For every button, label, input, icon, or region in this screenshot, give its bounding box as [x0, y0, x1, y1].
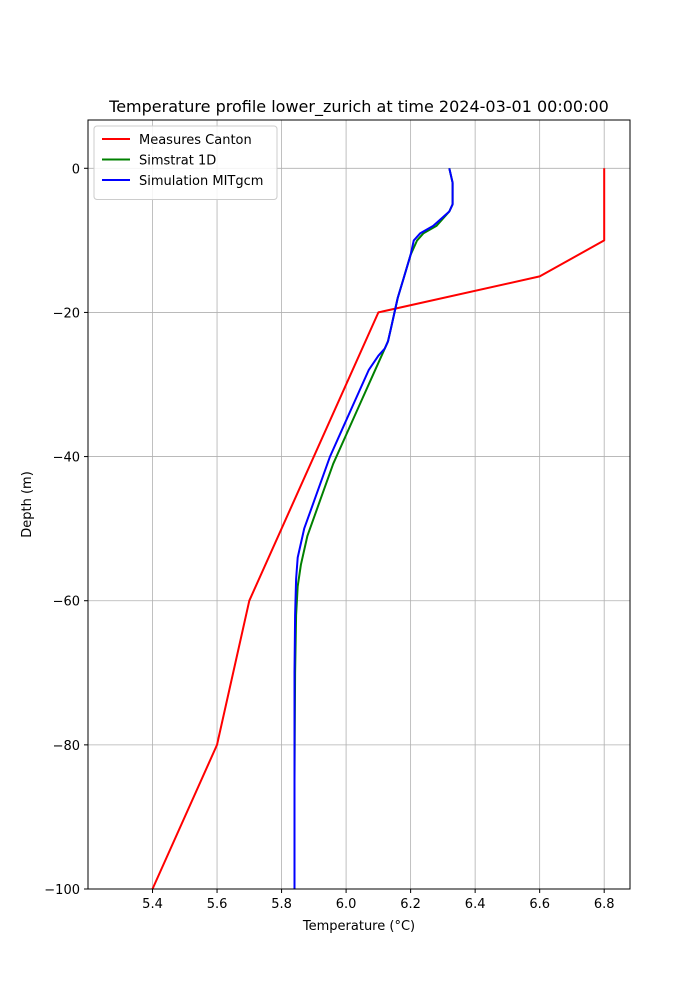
- y-axis: 0 −20 −40 −60 −80 −100: [44, 162, 88, 898]
- x-tick-label: 5.4: [142, 897, 163, 912]
- x-axis: 5.4 5.6 5.8 6.0 6.2 6.4 6.6 6.8: [142, 889, 615, 912]
- x-tick-label: 6.6: [529, 897, 550, 912]
- series-line-0: [151, 168, 606, 890]
- grid: [88, 120, 630, 890]
- x-tick-label: 5.8: [271, 897, 292, 912]
- y-tick-label: −40: [53, 451, 80, 466]
- y-tick-label: −60: [53, 595, 80, 610]
- legend-label: Simulation MITgcm: [139, 174, 263, 189]
- x-tick-label: 6.2: [400, 897, 421, 912]
- series-line-2: [293, 168, 454, 889]
- y-tick-label: −100: [44, 883, 80, 898]
- chart-title: Temperature profile lower_zurich at time…: [108, 97, 609, 117]
- legend-box: [93, 125, 278, 200]
- legend-label: Measures Canton: [139, 133, 252, 148]
- y-axis-label: Depth (m): [20, 471, 35, 538]
- y-tick-label: −20: [53, 306, 80, 321]
- legend-label: Simstrat 1D: [139, 154, 216, 169]
- x-tick-label: 5.6: [207, 897, 228, 912]
- x-axis-label: Temperature (°C): [302, 919, 415, 934]
- series-line-1: [293, 168, 454, 889]
- y-tick-label: 0: [72, 162, 80, 177]
- series-layer: [151, 168, 606, 890]
- legend: Measures Canton Simstrat 1D Simulation MIT…: [93, 125, 278, 200]
- x-tick-label: 6.0: [336, 897, 357, 912]
- x-tick-label: 6.4: [465, 897, 486, 912]
- y-tick-label: −80: [53, 739, 80, 754]
- x-tick-label: 6.8: [594, 897, 615, 912]
- plot-frame: [87, 119, 631, 890]
